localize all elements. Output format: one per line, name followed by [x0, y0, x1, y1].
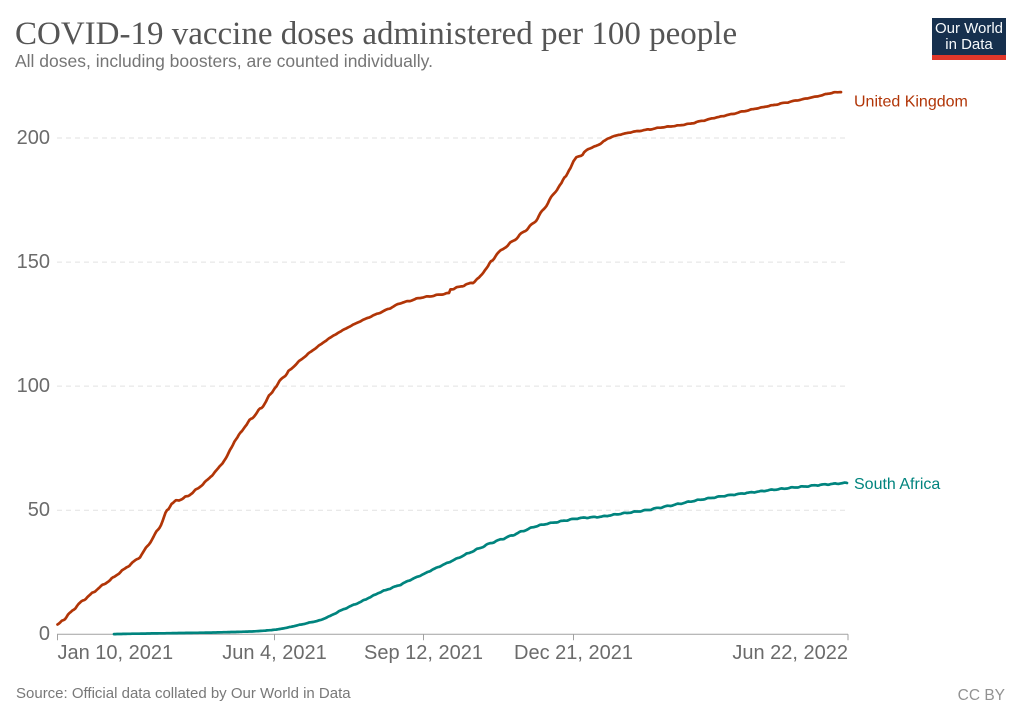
svg-text:South Africa: South Africa [854, 476, 940, 493]
svg-text:200: 200 [17, 127, 50, 149]
svg-text:Jun 4, 2021: Jun 4, 2021 [222, 642, 327, 664]
svg-text:0: 0 [39, 623, 50, 645]
svg-text:150: 150 [17, 251, 50, 273]
svg-text:United Kingdom: United Kingdom [854, 93, 968, 110]
svg-text:Sep 12, 2021: Sep 12, 2021 [364, 642, 483, 664]
svg-text:Jan 10, 2021: Jan 10, 2021 [58, 642, 174, 664]
svg-text:100: 100 [17, 375, 50, 397]
svg-text:Dec 21, 2021: Dec 21, 2021 [514, 642, 633, 664]
svg-text:Jun 22, 2022: Jun 22, 2022 [732, 642, 848, 664]
svg-text:50: 50 [28, 499, 50, 521]
